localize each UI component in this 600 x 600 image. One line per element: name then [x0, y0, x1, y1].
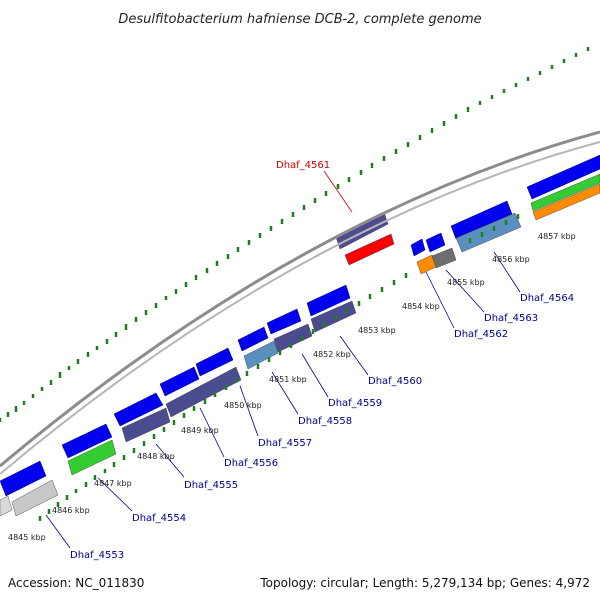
leader-line: [199, 407, 225, 458]
genome-summary-text: Topology: circular; Length: 5,279,134 bp…: [259, 576, 590, 590]
forward-strand-features: [0, 154, 600, 497]
gene-label[interactable]: Dhaf_4562: [454, 329, 508, 340]
leader-line: [339, 335, 369, 376]
cds-forward[interactable]: [159, 366, 200, 397]
backbone: [0, 130, 600, 475]
leader-line: [445, 269, 485, 313]
kbp-label: 4846 kbp: [52, 506, 90, 515]
reverse-strand-features: [335, 211, 395, 266]
gene-label[interactable]: Dhaf_4560: [368, 376, 422, 387]
cds-forward[interactable]: [526, 154, 600, 200]
cds-forward[interactable]: [113, 392, 164, 427]
gc-track-inner: [38, 214, 520, 521]
kbp-label: 4856 kbp: [492, 255, 530, 264]
gene-label[interactable]: Dhaf_4559: [328, 398, 382, 409]
leader-line: [155, 443, 185, 478]
cds-forward[interactable]: [266, 308, 302, 335]
kbp-label: 4854 kbp: [402, 302, 440, 311]
cds-forward[interactable]: [306, 284, 351, 317]
kbp-label: 4848 kbp: [137, 452, 175, 461]
kbp-label: 4850 kbp: [224, 401, 262, 410]
accession-text: Accession: NC_011830: [8, 576, 144, 590]
gene-label-highlighted[interactable]: Dhaf_4561: [276, 160, 330, 171]
kbp-label: 4847 kbp: [94, 479, 132, 488]
gene-dhaf-4556[interactable]: [165, 366, 242, 418]
cds-forward[interactable]: [0, 460, 47, 497]
leader-line: [239, 385, 259, 437]
gene-label[interactable]: Dhaf_4554: [132, 513, 186, 524]
gene-dhaf-4558[interactable]: [273, 323, 313, 353]
kbp-label: 4852 kbp: [313, 350, 351, 359]
gc-track-outer: [0, 47, 590, 422]
leader-line: [493, 251, 521, 293]
leader-line: [301, 353, 329, 398]
inner-features: [0, 173, 600, 517]
feature-gray[interactable]: [0, 495, 13, 517]
cds-forward[interactable]: [425, 232, 446, 253]
kbp-scale: 4845 kbp 4846 kbp 4847 kbp 4848 kbp 4849…: [8, 232, 576, 542]
gene-dhaf-4561[interactable]: [344, 233, 395, 266]
gene-label[interactable]: Dhaf_4555: [184, 480, 238, 491]
gene-label[interactable]: Dhaf_4553: [70, 550, 124, 561]
feature-gray[interactable]: [11, 479, 59, 517]
leader-line: [425, 271, 455, 329]
kbp-label: 4845 kbp: [8, 533, 46, 542]
cds-forward[interactable]: [450, 200, 513, 240]
cds-forward[interactable]: [410, 238, 426, 257]
leader-line: [271, 371, 299, 415]
kbp-label: 4851 kbp: [269, 375, 307, 384]
gene-dhaf-4557[interactable]: [243, 340, 279, 370]
leader-line: [97, 477, 133, 512]
kbp-label: 4855 kbp: [447, 278, 485, 287]
gene-dhaf-4560[interactable]: [310, 300, 357, 333]
label-leaders: [45, 170, 521, 549]
backbone-outer: [0, 130, 600, 468]
gene-dhaf-4563[interactable]: [431, 247, 457, 269]
gene-label[interactable]: Dhaf_4558: [298, 416, 352, 427]
feature-green[interactable]: [530, 173, 600, 212]
backbone-inner: [0, 141, 600, 475]
kbp-label: 4857 kbp: [538, 232, 576, 241]
gene-label[interactable]: Dhaf_4557: [258, 438, 312, 449]
gene-dhaf-4555[interactable]: [121, 407, 171, 443]
map-title: Desulfitobacterium hafniense DCB-2, comp…: [118, 12, 481, 27]
gene-label[interactable]: Dhaf_4556: [224, 458, 278, 469]
feature-orange[interactable]: [532, 183, 600, 221]
feature-green[interactable]: [67, 439, 117, 476]
leader-line: [45, 514, 71, 549]
kbp-label: 4849 kbp: [181, 426, 219, 435]
kbp-label: 4853 kbp: [358, 326, 396, 335]
cds-forward[interactable]: [61, 423, 113, 459]
gene-label[interactable]: Dhaf_4563: [484, 313, 538, 324]
cds-forward[interactable]: [195, 347, 234, 377]
leader-line-highlight: [323, 170, 353, 213]
cds-forward[interactable]: [237, 326, 269, 352]
gene-label[interactable]: Dhaf_4564: [520, 293, 574, 304]
gene-labels: Dhaf_4553 Dhaf_4554 Dhaf_4555 Dhaf_4556 …: [70, 160, 574, 561]
